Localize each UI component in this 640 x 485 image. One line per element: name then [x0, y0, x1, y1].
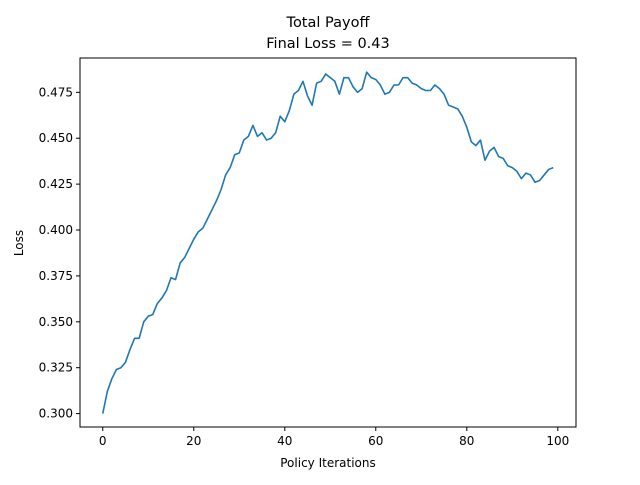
x-tick-label: 40 [277, 434, 292, 448]
x-tick-label: 20 [186, 434, 201, 448]
y-tick-label: 0.300 [39, 407, 73, 421]
y-tick-label: 0.400 [39, 223, 73, 237]
axis-ticks: 0 20 40 60 80 100 0.300 0.325 0.350 0.375 0.400 0.4… [39, 85, 570, 448]
plot-area [79, 57, 577, 428]
y-tick-label: 0.350 [39, 315, 73, 329]
x-tick-label: 60 [368, 434, 383, 448]
y-tick-label: 0.425 [39, 177, 73, 191]
chart-subtitle: Final Loss = 0.43 [266, 36, 389, 52]
x-tick-label: 100 [546, 434, 569, 448]
x-tick-label: 0 [99, 434, 107, 448]
y-tick-label: 0.475 [39, 85, 73, 99]
x-tick-label: 80 [459, 434, 474, 448]
y-axis-label: Loss [12, 230, 26, 256]
series-line [101, 71, 554, 414]
y-tick-label: 0.375 [39, 269, 73, 283]
y-tick-label: 0.325 [39, 361, 73, 375]
x-axis-label: Policy Iterations [280, 456, 375, 470]
chart-title: Total Payoff [286, 15, 371, 31]
y-tick-label: 0.450 [39, 131, 73, 145]
